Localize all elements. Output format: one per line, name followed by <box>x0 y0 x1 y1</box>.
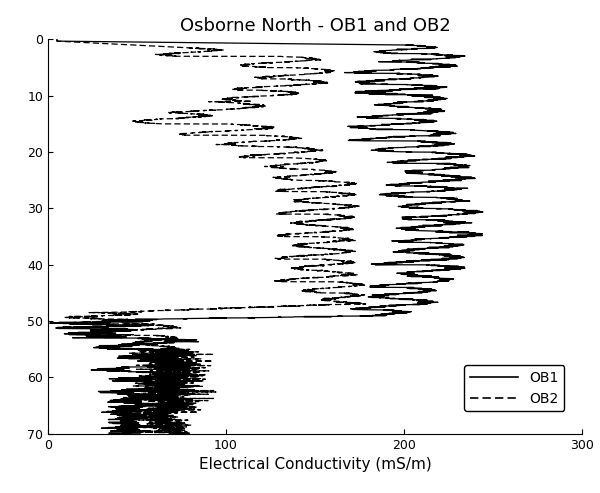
OB1 <box>110 431 118 437</box>
OB1 <box>377 81 385 87</box>
OB1 <box>436 188 443 194</box>
OB2 <box>277 188 284 194</box>
OB2 <box>151 381 158 387</box>
Line: OB2: OB2 <box>57 39 367 434</box>
OB2 <box>166 431 173 437</box>
OB1 <box>53 36 61 42</box>
OB1 <box>420 105 427 111</box>
Title: Osborne North - OB1 and OB2: Osborne North - OB1 and OB2 <box>179 17 451 35</box>
OB1 <box>141 381 148 387</box>
OB2 <box>305 81 312 87</box>
OB2 <box>53 36 61 42</box>
OB1 <box>117 423 124 429</box>
OB2 <box>149 423 156 429</box>
OB1 <box>413 205 421 211</box>
X-axis label: Electrical Conductivity (mS/m): Electrical Conductivity (mS/m) <box>199 457 431 472</box>
OB2 <box>345 205 352 211</box>
Line: OB1: OB1 <box>50 39 483 434</box>
OB2 <box>246 105 253 111</box>
Legend: OB1, OB2: OB1, OB2 <box>464 365 565 411</box>
